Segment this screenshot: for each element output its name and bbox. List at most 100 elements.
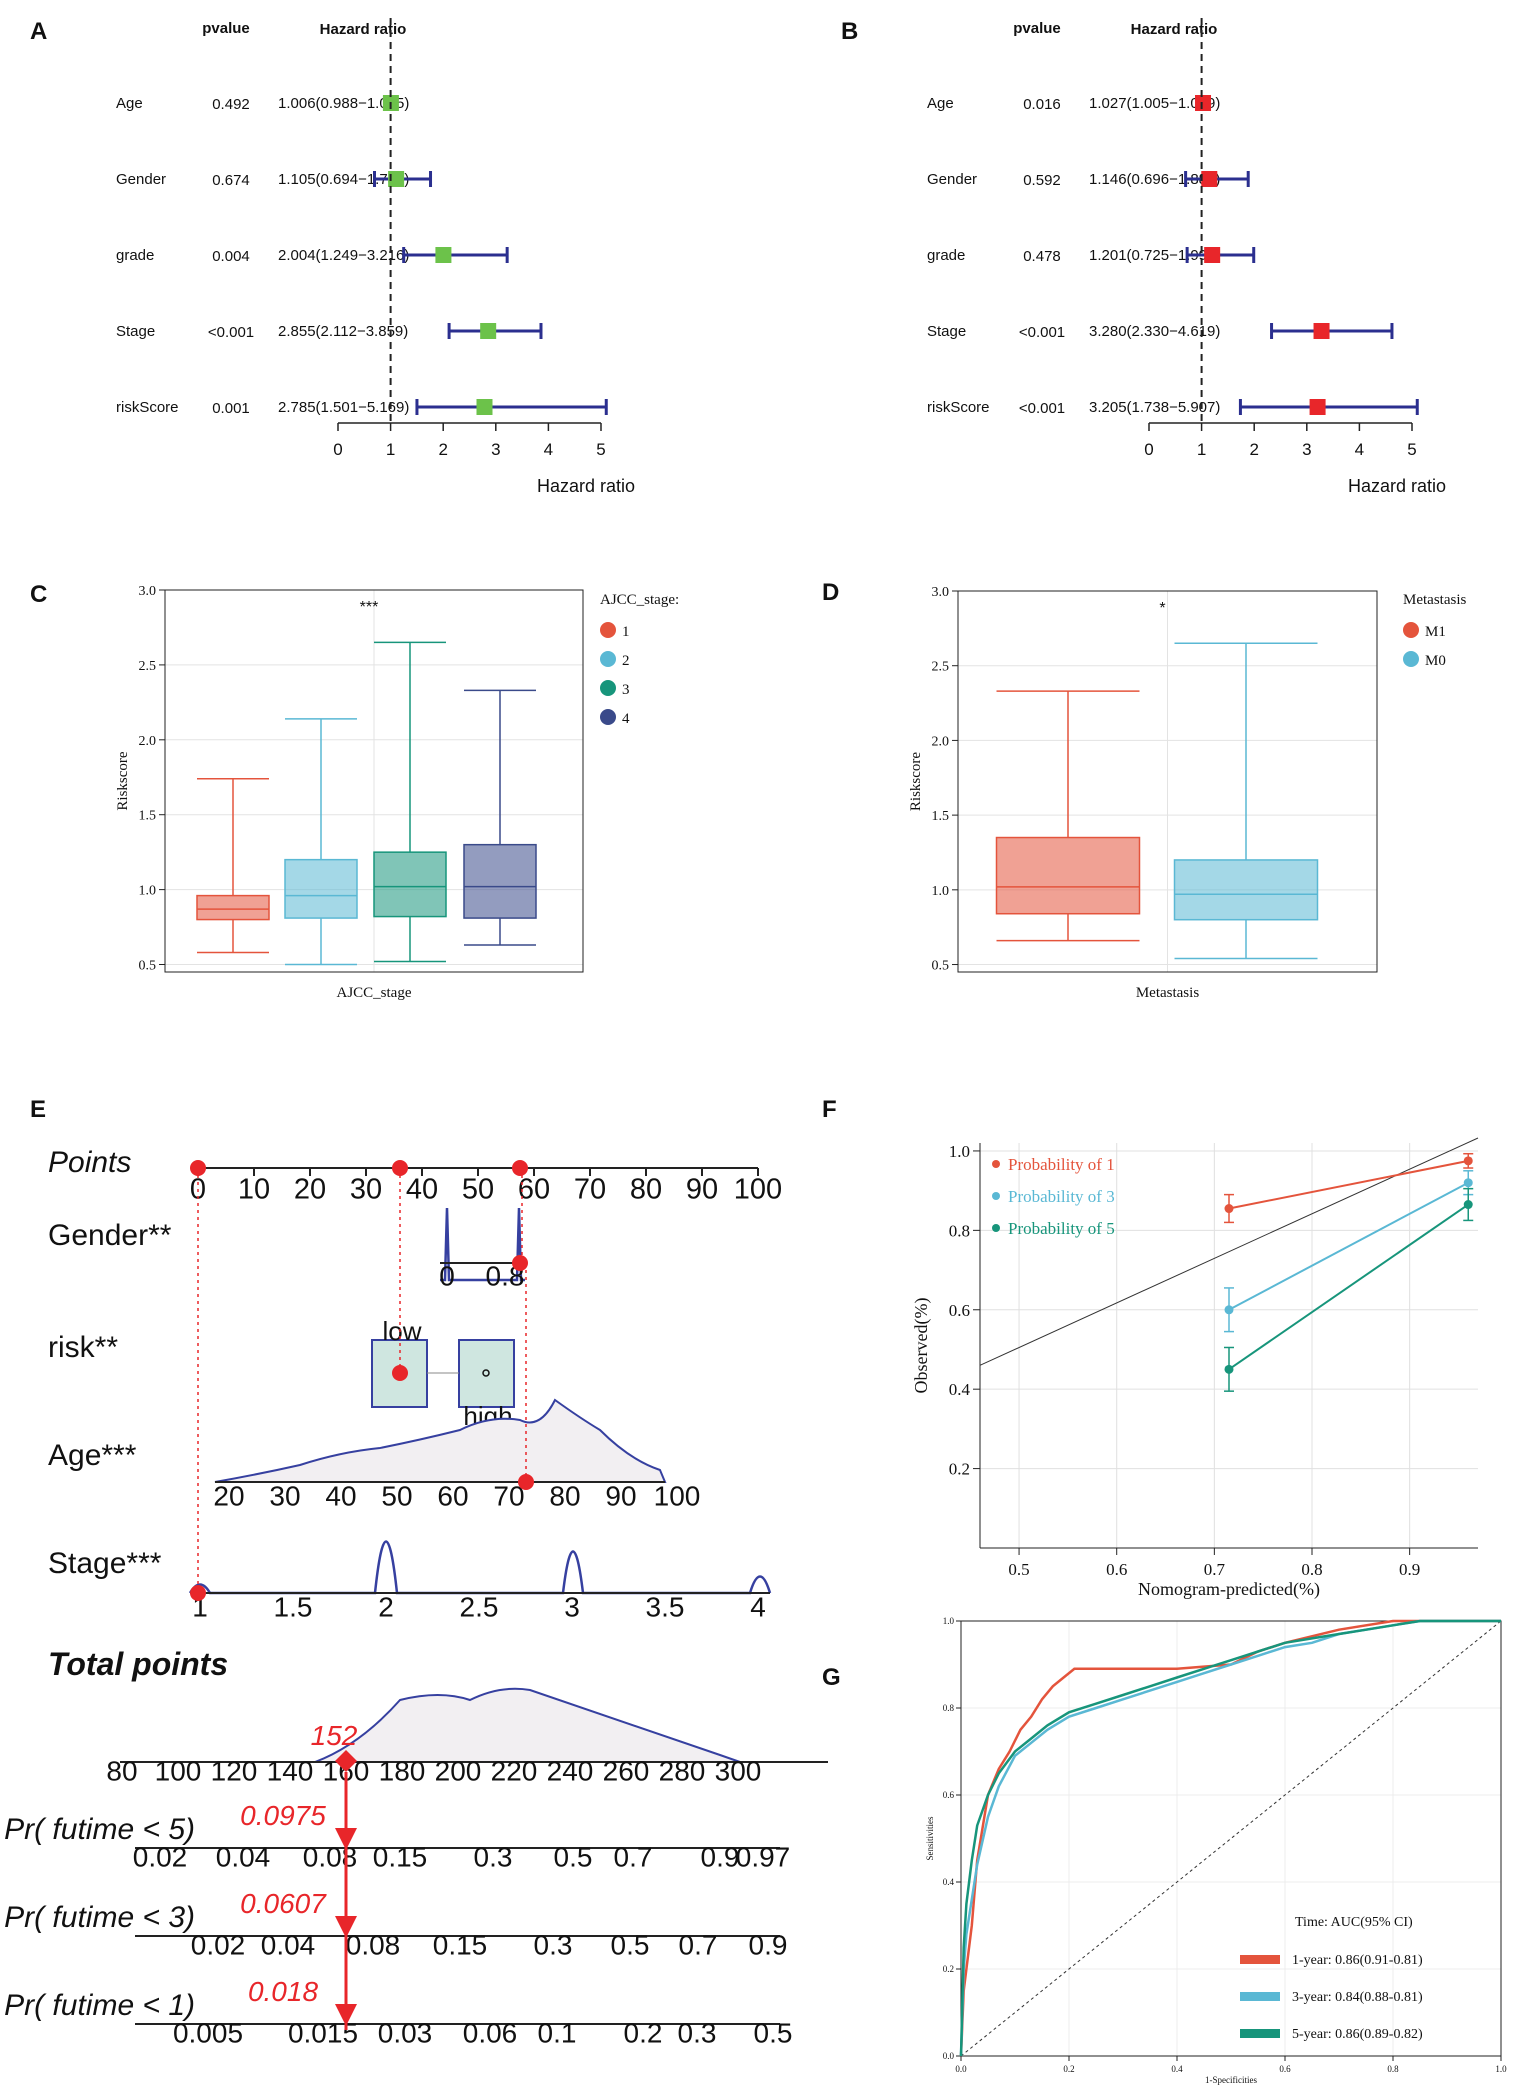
forest-row-name: Gender	[116, 171, 166, 188]
stage-tick-label: 3	[564, 1591, 580, 1622]
probability-tick-label: 0.3	[534, 1929, 573, 1960]
x-tick-label: 4	[544, 440, 553, 459]
y-tick-label: 2.5	[139, 659, 157, 674]
panel-label-f: F	[822, 1096, 837, 1123]
points-tick-label: 20	[294, 1174, 326, 1206]
legend-swatch	[600, 651, 616, 667]
legend-label: M0	[1425, 653, 1446, 669]
forest-row-pvalue: 0.001	[212, 400, 250, 417]
age-tick-label: 80	[549, 1480, 580, 1511]
x-tick-label: 2	[438, 440, 447, 459]
total-tick-label: 240	[547, 1755, 594, 1786]
forest-row-hr-text: 1.027(1.005−1.049)	[1089, 95, 1220, 112]
total-tick-label: 140	[267, 1755, 314, 1786]
forest-header-hr: Hazard ratio	[1131, 21, 1218, 38]
significance-label: *	[1159, 600, 1165, 617]
probability-tick-label: 0.005	[173, 2017, 243, 2048]
legend-title: Time: AUC(95% CI)	[1295, 1915, 1413, 1930]
stage-tick-label: 2.5	[460, 1591, 499, 1622]
nomogram-score-point	[392, 1365, 408, 1381]
legend-swatch	[1240, 1992, 1280, 2001]
y-tick-label: 1.0	[943, 1616, 955, 1626]
forest-row-pvalue: 0.492	[212, 96, 250, 113]
forest-row-name: Stage	[116, 323, 155, 340]
stage-density	[188, 1540, 772, 1595]
legend-label: Probability of 1	[1008, 1155, 1115, 1174]
probability-tick-label: 0.02	[133, 1841, 188, 1872]
y-tick-label: 1.5	[139, 809, 157, 824]
y-tick-label: 0.0	[943, 2051, 955, 2061]
probability-value: 0.0607	[240, 1888, 327, 1919]
hazard-ratio-point	[1195, 95, 1212, 111]
stage-tick-label: 1.5	[274, 1591, 313, 1622]
probability-tick-label: 0.04	[261, 1929, 316, 1960]
age-tick-label: 30	[269, 1480, 300, 1511]
plot-frame	[164, 589, 584, 973]
hazard-ratio-point	[435, 247, 452, 263]
nomogram-label-total: Total points	[48, 1646, 228, 1682]
forest-header-pvalue: pvalue	[202, 20, 250, 37]
legend-swatch	[992, 1192, 1000, 1200]
plot-frame	[960, 1620, 1502, 2057]
points-tick-label: 80	[630, 1174, 662, 1206]
nomogram-label-risk: risk**	[48, 1331, 118, 1364]
nomogram-score-point	[512, 1160, 528, 1176]
stage-tick-label: 4	[750, 1591, 766, 1622]
nomogram-score-point	[518, 1474, 534, 1490]
probability-tick-label: 0.15	[433, 1929, 488, 1960]
forest-row-name: riskScore	[927, 399, 990, 416]
forest-row-hr-text: 1.006(0.988−1.025)	[278, 95, 409, 112]
probability-tick-label: 0.03	[378, 2017, 433, 2048]
hazard-ratio-point	[1309, 399, 1326, 415]
legend-swatch	[1403, 622, 1419, 638]
probability-value: 0.0975	[240, 1800, 326, 1831]
total-tick-label: 100	[155, 1755, 202, 1786]
calibration-series-line	[1228, 1203, 1469, 1371]
forest-row-hr-text: 2.855(2.112−3.859)	[278, 323, 408, 340]
box-4	[463, 843, 537, 919]
legend-label: 3	[622, 682, 630, 698]
y-tick-label: 0.4	[949, 1380, 971, 1399]
y-tick-label: 1.0	[932, 884, 950, 899]
probability-tick-label: 0.5	[611, 1929, 650, 1960]
probability-tick-label: 0.9	[701, 1841, 740, 1872]
significance-label: ***	[360, 599, 379, 616]
legend-label: M1	[1425, 624, 1446, 640]
box-M1	[995, 836, 1141, 915]
probability-tick-label: 0.1	[538, 2017, 577, 2048]
x-tick-label: 3	[1302, 440, 1311, 459]
box-2	[284, 858, 358, 919]
y-axis-label: Riskscore	[115, 751, 131, 811]
points-tick-label: 60	[518, 1174, 550, 1206]
total-points-marker	[335, 1750, 357, 1772]
x-tick-label: 5	[596, 440, 605, 459]
plot-frame	[957, 590, 1378, 973]
x-tick-label: 0.7	[1204, 1560, 1226, 1579]
nomogram-score-point	[512, 1255, 528, 1271]
probability-tick-label: 0.2	[624, 2017, 663, 2048]
calibration-point	[1224, 1204, 1234, 1214]
panel-label-g: G	[822, 1664, 841, 1691]
x-axis-label: Nomogram-predicted(%)	[1138, 1579, 1320, 1600]
x-tick-label: 0.9	[1399, 1560, 1420, 1579]
legend-title: AJCC_stage:	[600, 592, 679, 608]
hazard-ratio-point	[480, 323, 497, 339]
probability-label: Pr( futime < 3)	[4, 1901, 195, 1934]
forest-row-name: Age	[927, 95, 954, 112]
points-tick-label: 100	[734, 1174, 782, 1206]
y-tick-label: 1.5	[932, 809, 950, 824]
panel-label-c: C	[30, 581, 47, 608]
x-tick-label: 1.0	[1495, 2064, 1507, 2074]
probability-value: 0.018	[248, 1976, 318, 2007]
forest-row-pvalue: 0.592	[1023, 172, 1061, 189]
total-points-density	[314, 1687, 741, 1763]
x-axis-label: Hazard ratio	[537, 476, 635, 496]
forest-row-hr-text: 1.146(0.696−1.886)	[1089, 171, 1220, 188]
x-tick-label: 1	[386, 440, 395, 459]
x-tick-label: 0	[333, 440, 342, 459]
forest-row-hr-text: 3.280(2.330−4.619)	[1089, 323, 1220, 340]
forest-row-pvalue: <0.001	[1019, 400, 1065, 417]
probability-tick-label: 0.7	[679, 1929, 718, 1960]
calibration-point	[1224, 1305, 1234, 1315]
